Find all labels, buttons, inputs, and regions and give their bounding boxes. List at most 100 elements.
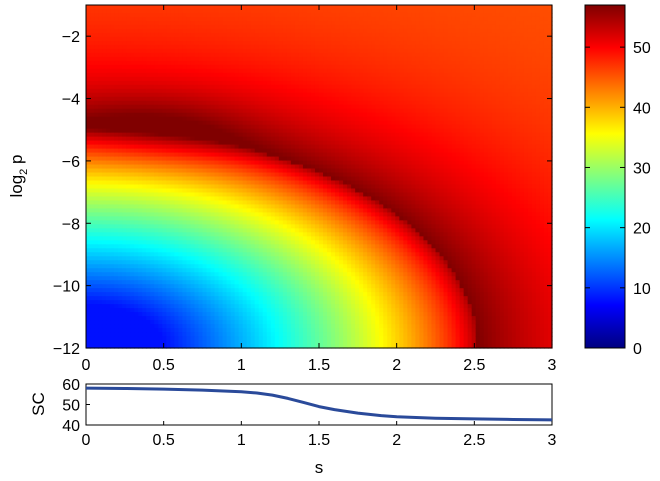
heatmap-cell	[314, 24, 320, 30]
heatmap-cell	[114, 200, 119, 206]
heatmap-cell	[94, 36, 99, 42]
heatmap-cell	[138, 252, 143, 257]
heatmap-cell	[238, 228, 244, 233]
heatmap-cell	[98, 92, 103, 98]
heatmap-cell	[214, 104, 220, 110]
heatmap-cell	[250, 324, 256, 329]
heatmap-cell	[302, 204, 308, 210]
heatmap-cell	[150, 12, 155, 18]
heatmap-cell	[138, 184, 143, 190]
heatmap-cell	[286, 60, 292, 66]
heatmap-cell	[98, 84, 103, 90]
heatmap-cell	[238, 164, 244, 170]
heatmap-cell	[126, 172, 131, 178]
heatmap-cell	[190, 260, 196, 265]
heatmap-cell	[278, 304, 284, 309]
heatmap-cell	[258, 344, 264, 349]
heatmap-cell	[206, 156, 212, 162]
heatmap-cell	[198, 144, 204, 150]
heatmap-cell	[246, 236, 252, 241]
heatmap-cell	[246, 5, 252, 10]
heatmap-cell	[134, 256, 139, 261]
heatmap-cell	[174, 188, 179, 194]
heatmap-cell	[218, 112, 224, 118]
heatmap-cell	[186, 16, 192, 22]
heatmap-cell	[198, 228, 204, 233]
heatmap-cell	[319, 20, 324, 26]
heatmap-cell	[114, 132, 119, 138]
heatmap-cell	[198, 212, 204, 217]
heatmap-cell	[126, 212, 131, 217]
heatmap-cell	[98, 296, 103, 301]
heatmap-cell	[286, 196, 292, 202]
heatmap-cell	[198, 96, 204, 102]
heatmap-cell	[194, 164, 200, 170]
heatmap-cell	[162, 128, 167, 134]
heatmap-cell	[178, 76, 184, 82]
heatmap-cell	[302, 260, 308, 265]
heatmap-cell	[218, 224, 224, 229]
heatmap-cell	[130, 128, 135, 134]
heatmap-cell	[122, 232, 127, 237]
heatmap-cell	[106, 80, 111, 86]
heatmap-cell	[90, 52, 95, 58]
heatmap-cell	[294, 48, 300, 54]
heatmap-cell	[286, 152, 292, 158]
heatmap-cell	[298, 64, 304, 70]
heatmap-cell	[130, 284, 135, 289]
heatmap-cell	[286, 312, 292, 317]
heatmap-cell	[90, 216, 95, 221]
heatmap-cell	[170, 288, 175, 293]
heatmap-cell	[122, 300, 127, 305]
heatmap-cell	[319, 28, 324, 34]
heatmap-cell	[190, 56, 196, 62]
heatmap-cell	[314, 128, 320, 134]
heatmap-cell	[206, 20, 212, 26]
heatmap-cell	[150, 144, 155, 150]
heatmap-cell	[118, 36, 123, 42]
heatmap-cell	[222, 64, 228, 70]
heatmap-cell	[278, 284, 284, 289]
heatmap-cell	[206, 248, 212, 253]
heatmap-cell	[98, 308, 103, 313]
heatmap-cell	[142, 168, 147, 174]
heatmap-cell	[158, 236, 163, 241]
heatmap-cell	[246, 84, 252, 90]
heatmap-cell	[294, 40, 300, 46]
heatmap-cell	[150, 128, 155, 134]
heatmap-cell	[178, 208, 184, 213]
heatmap-cell	[190, 212, 196, 217]
heatmap-cell	[130, 212, 135, 217]
heatmap-cell	[154, 216, 159, 221]
heatmap-cell	[242, 156, 248, 162]
heatmap-cell	[214, 184, 220, 190]
heatmap-cell	[298, 240, 304, 245]
heatmap-cell	[166, 260, 171, 265]
heatmap-cell	[226, 64, 232, 70]
heatmap-cell	[170, 204, 175, 210]
heatmap-cell	[206, 204, 212, 210]
heatmap-cell	[158, 52, 163, 58]
heatmap-cell	[214, 296, 220, 301]
heatmap-cell	[170, 36, 175, 42]
heatmap-cell	[226, 152, 232, 158]
heatmap-cell	[282, 340, 288, 345]
heatmap-cell	[166, 200, 171, 206]
heatmap-cell	[138, 188, 143, 194]
heatmap-cell	[142, 208, 147, 213]
heatmap-cell	[202, 232, 208, 237]
heatmap-cell	[310, 96, 316, 102]
heatmap-cell	[126, 276, 131, 281]
heatmap-cell	[146, 252, 151, 257]
heatmap-cell	[218, 52, 224, 58]
heatmap-cell	[110, 292, 115, 297]
heatmap-cell	[294, 264, 300, 269]
heatmap-cell	[302, 320, 308, 325]
heatmap-cell	[238, 252, 244, 257]
heatmap-cell	[310, 300, 316, 305]
heatmap-cell	[102, 104, 107, 110]
heatmap-cell	[310, 16, 316, 22]
heatmap-cell	[126, 228, 131, 233]
heatmap-cell	[170, 108, 175, 114]
heatmap-cell	[114, 304, 119, 309]
